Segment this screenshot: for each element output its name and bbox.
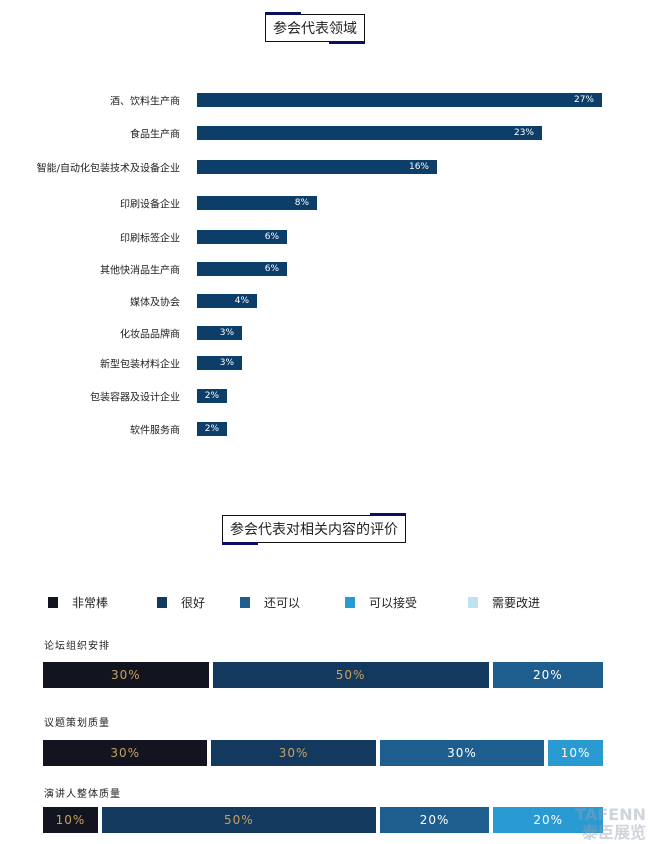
bar: 4% bbox=[197, 294, 257, 308]
stacked-segment: 20% bbox=[493, 807, 603, 833]
category-label: 印刷设备企业 bbox=[120, 199, 180, 211]
bar: 2% bbox=[197, 422, 227, 436]
stacked-segment: 30% bbox=[379, 740, 545, 766]
data-label: 16% bbox=[408, 162, 429, 172]
stacked-segment: 20% bbox=[492, 662, 603, 688]
title-accent bbox=[329, 41, 365, 44]
legend-label: 非常棒 bbox=[72, 596, 109, 610]
legend-item: 还可以 bbox=[240, 594, 300, 611]
legend-swatch bbox=[48, 597, 58, 608]
watermark-line2: 泰臣展览 bbox=[581, 823, 646, 842]
category-label: 酒、饮料生产商 bbox=[110, 96, 180, 108]
stacked-segment: 20% bbox=[379, 807, 490, 833]
watermark-logo: TAFENN 泰臣展览 bbox=[575, 806, 646, 842]
chart2-title: 参会代表对相关内容的评价 bbox=[222, 513, 406, 545]
watermark-line1: TAFENN bbox=[575, 805, 646, 824]
legend-swatch bbox=[468, 597, 478, 608]
data-label: 2% bbox=[204, 424, 219, 434]
bar: 16% bbox=[197, 160, 437, 174]
stacked-segment: 30% bbox=[43, 740, 208, 766]
title-accent bbox=[370, 513, 406, 516]
legend-item: 非常棒 bbox=[48, 594, 108, 611]
legend-swatch bbox=[345, 597, 355, 608]
category-label: 印刷标签企业 bbox=[120, 233, 180, 245]
category-label: 智能/自动化包装技术及设备企业 bbox=[36, 163, 180, 175]
bar: 27% bbox=[197, 93, 602, 107]
data-label: 3% bbox=[219, 358, 234, 368]
legend-item: 需要改进 bbox=[468, 594, 540, 611]
bar: 3% bbox=[197, 326, 242, 340]
data-label: 4% bbox=[234, 296, 249, 306]
bar: 6% bbox=[197, 262, 287, 276]
legend-label: 很好 bbox=[181, 596, 206, 610]
legend-swatch bbox=[240, 597, 250, 608]
chart1-title-text: 参会代表领域 bbox=[273, 21, 357, 37]
bar: 23% bbox=[197, 126, 542, 140]
stacked-segment: 30% bbox=[43, 662, 209, 688]
data-label: 27% bbox=[573, 95, 594, 105]
stacked-segment: 30% bbox=[211, 740, 376, 766]
bar: 2% bbox=[197, 389, 227, 403]
legend-swatch bbox=[157, 597, 167, 608]
legend-label: 可以接受 bbox=[369, 596, 418, 610]
stacked-segment: 50% bbox=[101, 807, 376, 833]
row-label: 演讲人整体质量 bbox=[44, 789, 121, 800]
category-label: 媒体及协会 bbox=[130, 297, 180, 309]
chart2-title-text: 参会代表对相关内容的评价 bbox=[230, 522, 398, 538]
data-label: 6% bbox=[264, 264, 279, 274]
stacked-segment: 10% bbox=[548, 740, 603, 766]
category-label: 其他快消品生产商 bbox=[100, 265, 180, 277]
title-accent bbox=[222, 542, 258, 545]
title-accent bbox=[265, 12, 301, 15]
data-label: 3% bbox=[219, 328, 234, 338]
category-label: 包装容器及设计企业 bbox=[90, 392, 180, 404]
data-label: 8% bbox=[294, 198, 309, 208]
stacked-segment: 10% bbox=[43, 807, 98, 833]
legend-item: 很好 bbox=[157, 594, 205, 611]
stacked-segment: 50% bbox=[212, 662, 489, 688]
category-label: 软件服务商 bbox=[130, 425, 180, 437]
chart1-title: 参会代表领域 bbox=[265, 12, 365, 44]
category-label: 新型包装材料企业 bbox=[100, 359, 180, 371]
data-label: 2% bbox=[204, 391, 219, 401]
row-label: 议题策划质量 bbox=[44, 718, 110, 729]
legend-label: 需要改进 bbox=[492, 596, 541, 610]
bar: 3% bbox=[197, 356, 242, 370]
category-label: 化妆品品牌商 bbox=[120, 329, 180, 341]
row-label: 论坛组织安排 bbox=[44, 641, 110, 652]
category-label: 食品生产商 bbox=[130, 129, 180, 141]
data-label: 6% bbox=[264, 232, 279, 242]
data-label: 23% bbox=[513, 128, 534, 138]
legend-label: 还可以 bbox=[264, 596, 301, 610]
bar: 6% bbox=[197, 230, 287, 244]
legend-item: 可以接受 bbox=[345, 594, 417, 611]
bar: 8% bbox=[197, 196, 317, 210]
